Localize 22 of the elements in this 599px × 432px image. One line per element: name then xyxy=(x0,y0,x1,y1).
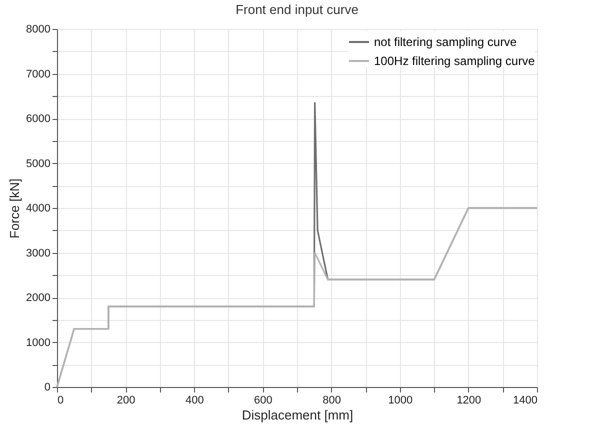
y-tick-label: 3000 xyxy=(26,247,50,260)
legend-label: not filtering sampling curve xyxy=(374,35,518,49)
x-tick-label: 1000 xyxy=(388,394,413,406)
y-tick-label: 2000 xyxy=(26,292,50,304)
x-axis-title: Displacement [mm] xyxy=(242,408,354,422)
y-tick-label: 7000 xyxy=(26,68,50,80)
legend-label: 100Hz filtering sampling curve xyxy=(374,54,536,68)
x-tick-label: 400 xyxy=(185,394,204,406)
x-tick-label: 1200 xyxy=(456,394,482,406)
x-tick-label: 0 xyxy=(58,394,64,406)
x-tick-label: 1400 xyxy=(513,394,538,406)
chart-title: Front end input curve xyxy=(236,2,358,17)
y-tick-label: 8000 xyxy=(26,24,50,36)
x-tick-label: 200 xyxy=(116,394,136,406)
y-tick-label: 4000 xyxy=(26,202,50,214)
x-tick-label: 600 xyxy=(254,394,272,406)
y-axis-title: Force [kN] xyxy=(7,178,22,238)
y-tick-label: 0 xyxy=(44,382,50,394)
y-tick-label: 5000 xyxy=(26,158,50,170)
y-tick-label: 6000 xyxy=(26,113,50,125)
x-tick-label: 800 xyxy=(322,394,341,406)
y-tick-label: 1000 xyxy=(26,336,50,349)
